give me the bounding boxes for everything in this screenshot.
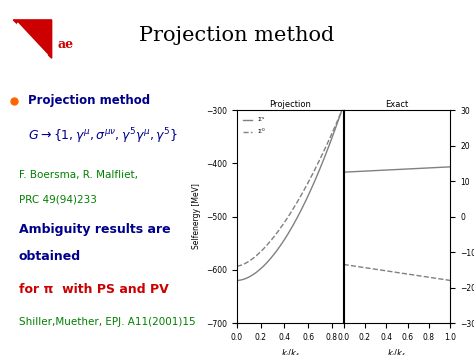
Polygon shape (18, 23, 47, 55)
Title: Exact: Exact (385, 100, 409, 109)
Text: Ambiguity results are: Ambiguity results are (19, 223, 171, 236)
Text: Projection method: Projection method (139, 26, 335, 45)
X-axis label: $k_i/k_f$: $k_i/k_f$ (387, 347, 407, 355)
Text: ae: ae (58, 38, 74, 51)
Text: Projection method: Projection method (28, 94, 151, 107)
Text: $U_s, U_0$: $U_s, U_0$ (303, 129, 340, 144)
Text: PRC 49(94)233: PRC 49(94)233 (19, 194, 97, 204)
X-axis label: $k_i/k_f$: $k_i/k_f$ (281, 347, 300, 355)
Polygon shape (13, 20, 52, 58)
Title: Projection: Projection (269, 100, 311, 109)
Text: for π  with PS and PV: for π with PS and PV (19, 283, 169, 296)
Text: F. Boersma, R. Malfliet,: F. Boersma, R. Malfliet, (19, 170, 138, 180)
Legend: $\Sigma^s$, $\Sigma^0$: $\Sigma^s$, $\Sigma^0$ (240, 113, 268, 139)
Text: Shiller,Muether, EPJ. A11(2001)15: Shiller,Muether, EPJ. A11(2001)15 (19, 317, 196, 327)
Text: obtained: obtained (19, 250, 81, 263)
Y-axis label: Selfenergy [MeV]: Selfenergy [MeV] (191, 184, 201, 250)
Text: $G \rightarrow \{1, \gamma^{\mu}, \sigma^{\mu\nu}, \gamma^5\gamma^{\mu}, \gamma^: $G \rightarrow \{1, \gamma^{\mu}, \sigma… (28, 126, 178, 146)
